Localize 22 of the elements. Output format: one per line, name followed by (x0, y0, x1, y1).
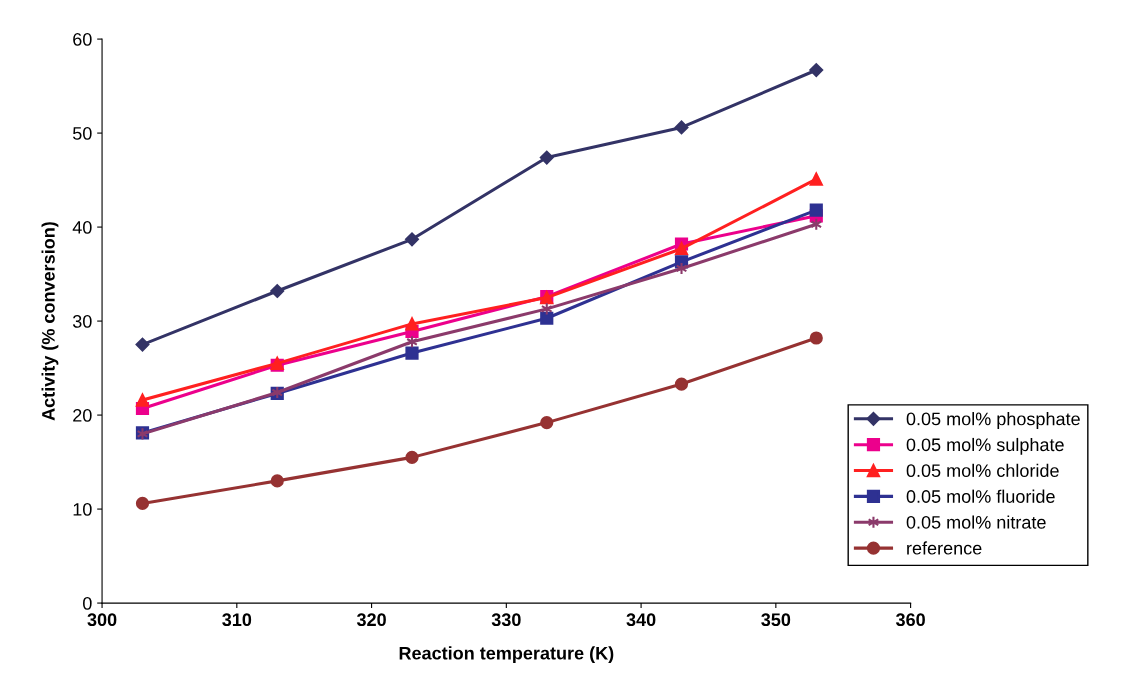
x-tick-label: 350 (761, 613, 791, 627)
legend-label: 0.05 mol% chloride (906, 463, 1059, 478)
legend-label: 0.05 mol% phosphate (906, 412, 1080, 429)
x-tick-label: 300 (87, 613, 117, 627)
x-tick-label: 330 (491, 613, 521, 627)
y-tick-label: 30 (72, 315, 92, 328)
y-tick-label: 20 (73, 409, 92, 422)
legend-label: 0.05 mol% fluoride (906, 489, 1055, 503)
x-tick-label: 320 (356, 613, 386, 627)
y-tick-label: 0 (83, 597, 92, 610)
legend-label: 0.05 mol% nitrate (906, 515, 1046, 529)
y-tick-label: 10 (73, 503, 92, 516)
x-tick-label: 340 (626, 613, 656, 627)
y-tick-label: 50 (72, 127, 92, 140)
legend-label: 0.05 mol% sulphate (906, 437, 1064, 455)
y-tick-label: 60 (73, 33, 92, 46)
legend-label: reference (907, 541, 982, 555)
y-axis-title: Activity (% conversion) (41, 222, 59, 421)
x-tick-label: 360 (895, 613, 925, 627)
y-tick-label: 40 (72, 221, 92, 234)
x-tick-label: 310 (222, 613, 252, 627)
x-axis-title: Reaction temperature (K) (399, 646, 614, 664)
